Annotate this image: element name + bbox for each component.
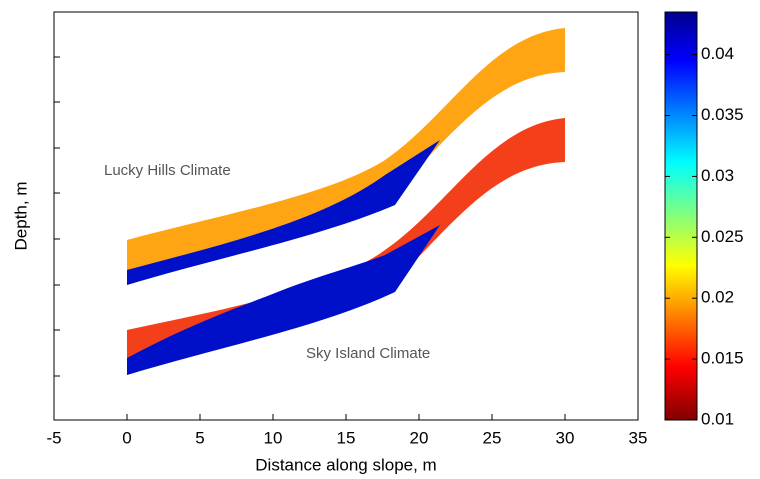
colorbar-tick-label: 0.02 — [701, 288, 734, 307]
colorbar-tick-label: 0.035 — [701, 105, 744, 124]
field: Lucky Hills Climate Sky Island Climate — [104, 28, 565, 375]
x-tick-label: 25 — [483, 428, 502, 447]
x-tick-label: 15 — [337, 428, 356, 447]
x-tick-label: 10 — [264, 428, 283, 447]
y-axis-label: Depth, m — [11, 182, 30, 251]
x-tick-label: 35 — [629, 428, 648, 447]
colorbar-tick-label: 0.025 — [701, 227, 744, 246]
annotation: Lucky Hills Climate — [104, 162, 231, 179]
x-tick-label: 20 — [410, 428, 429, 447]
y-ticks — [54, 56, 60, 377]
colorbar-tick-label: 0.04 — [701, 44, 734, 63]
upper-wet-zone — [127, 140, 440, 285]
upper-band — [127, 28, 565, 285]
x-axis-label: Distance along slope, m — [255, 455, 436, 474]
colorbar-tick-label: 0.03 — [701, 166, 734, 185]
colorbar-tick-label: 0.01 — [701, 409, 734, 428]
annotation: Sky Island Climate — [306, 345, 430, 362]
x-tick-label: 5 — [195, 428, 204, 447]
lower-wet-zone — [127, 225, 440, 375]
x-tick-label: 0 — [122, 428, 131, 447]
x-tick-label: -5 — [46, 428, 61, 447]
colorbar — [664, 11, 698, 421]
x-tick-label: 30 — [556, 428, 575, 447]
colorbar-tick-label: 0.015 — [701, 349, 744, 368]
